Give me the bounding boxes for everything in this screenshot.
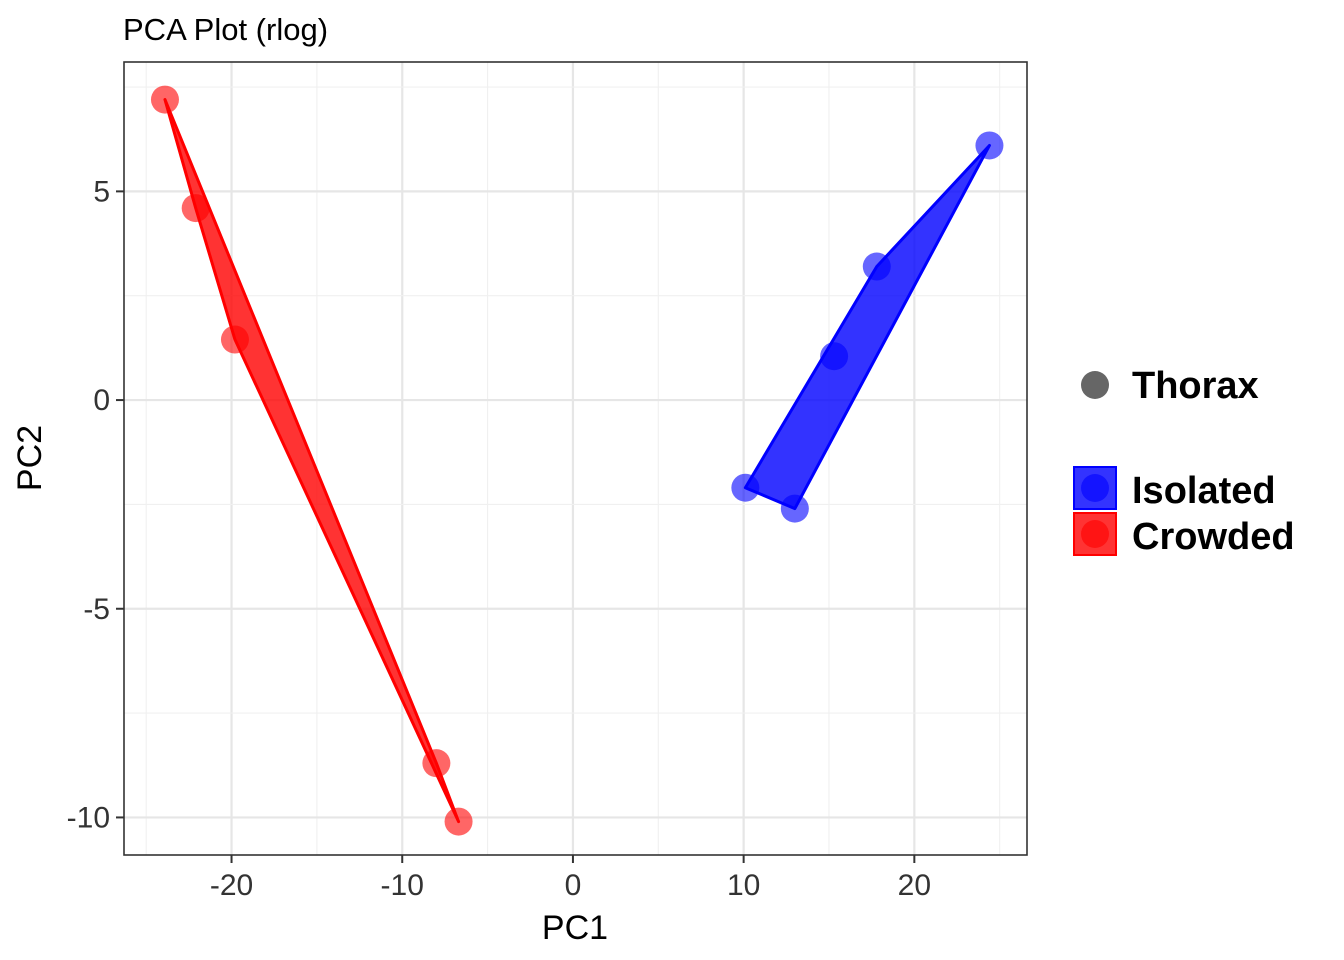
legend-crowded-label: Crowded bbox=[1132, 516, 1295, 558]
x-tick-label: 0 bbox=[565, 869, 582, 902]
y-tick-label: -5 bbox=[83, 593, 110, 626]
grid bbox=[124, 62, 1027, 855]
isolated-point bbox=[975, 131, 1004, 160]
y-axis-title: PC2 bbox=[11, 425, 49, 491]
y-tick-label: 5 bbox=[93, 175, 110, 208]
x-axis-title: PC1 bbox=[542, 909, 608, 947]
plot-panel-border bbox=[123, 61, 1028, 856]
legend-thorax-label: Thorax bbox=[1132, 365, 1259, 407]
chart-title: PCA Plot (rlog) bbox=[123, 12, 328, 47]
x-tick-label: -20 bbox=[210, 869, 253, 902]
y-tick-label: 0 bbox=[93, 384, 110, 417]
crowded-point bbox=[150, 85, 179, 114]
crowded-point bbox=[220, 325, 249, 354]
isolated-point bbox=[780, 494, 809, 523]
isolated-point bbox=[862, 252, 891, 281]
isolated-point bbox=[820, 342, 849, 371]
crowded-point bbox=[181, 194, 210, 223]
x-axis: -20 -10 0 10 20 bbox=[210, 855, 931, 902]
x-tick-label: -10 bbox=[381, 869, 424, 902]
legend-isolated-key-point bbox=[1081, 474, 1109, 502]
x-tick-label: 10 bbox=[727, 869, 760, 902]
y-tick-label: -10 bbox=[67, 801, 110, 834]
x-tick-label: 20 bbox=[898, 869, 931, 902]
legend-isolated-label: Isolated bbox=[1132, 470, 1276, 512]
crowded-hull bbox=[163, 98, 461, 824]
legend-thorax-key bbox=[1081, 371, 1109, 399]
crowded-point bbox=[444, 807, 473, 836]
isolated-hull bbox=[743, 143, 991, 511]
y-axis: -10 -5 0 5 bbox=[67, 175, 124, 834]
crowded-point bbox=[422, 749, 451, 778]
data-points bbox=[150, 85, 1004, 836]
legend-crowded-key-point bbox=[1081, 520, 1109, 548]
isolated-point bbox=[731, 473, 760, 502]
